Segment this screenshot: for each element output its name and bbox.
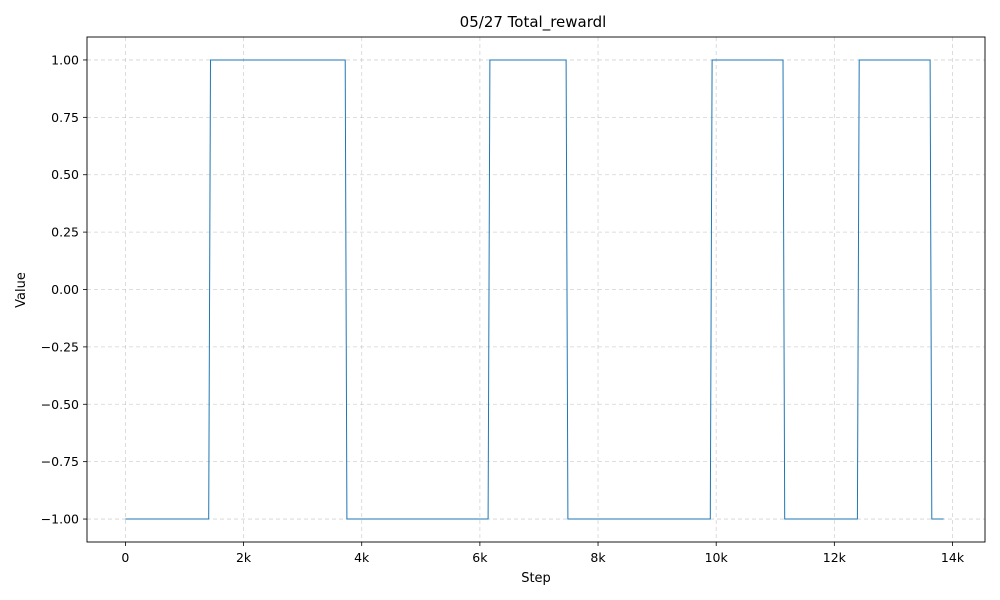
y-axis: 1.00 0.75 0.50 0.25 0.00 −0.25 −0.50 −0.75 −1.00	[41, 52, 87, 527]
x-tick-label: 4k	[354, 550, 370, 565]
y-tick-label: −0.50	[41, 397, 79, 412]
y-tick-label: 0.50	[51, 167, 79, 182]
y-tick-label: −0.75	[41, 454, 79, 469]
y-tick-label: 0.00	[51, 282, 79, 297]
y-tick-label: 0.25	[51, 225, 79, 240]
x-tick-label: 8k	[590, 550, 606, 565]
x-axis-label: Step	[521, 571, 551, 586]
x-tick-label: 6k	[472, 550, 488, 565]
x-tick-label: 0	[121, 550, 129, 565]
series-layer	[125, 59, 944, 520]
y-tick-label: 1.00	[51, 52, 79, 67]
chart-title: 05/27 Total_rewardl	[460, 13, 607, 32]
y-axis-label: Value	[14, 272, 29, 308]
grid	[87, 37, 985, 542]
y-tick-label: −1.00	[41, 512, 79, 527]
x-tick-label: 10k	[705, 550, 729, 565]
x-tick-label: 14k	[941, 550, 965, 565]
x-tick-label: 12k	[823, 550, 847, 565]
x-axis: 0 2k 4k 6k 8k 10k 12k 14k	[121, 542, 965, 565]
x-tick-label: 2k	[236, 550, 252, 565]
y-tick-label: 0.75	[51, 110, 79, 125]
series-line	[125, 59, 944, 520]
y-tick-label: −0.25	[41, 339, 79, 354]
